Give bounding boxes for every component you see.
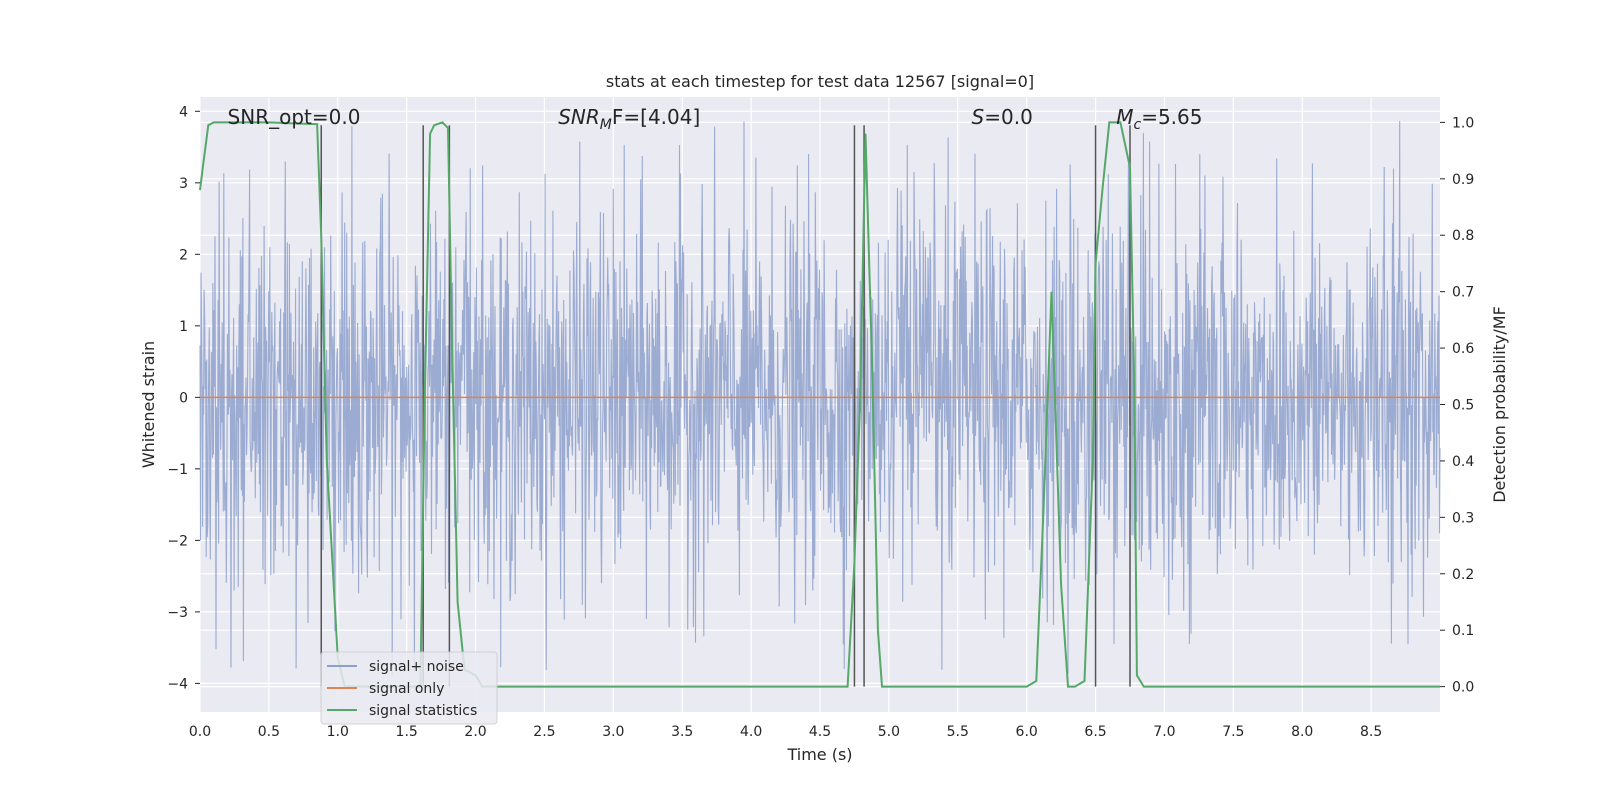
y-tick-label: −1	[167, 462, 188, 478]
x-tick-label: 5.0	[878, 724, 900, 740]
legend-box	[320, 651, 498, 725]
series-signal-noise	[199, 121, 1441, 677]
y2-tick-label: 0.9	[1452, 172, 1474, 188]
x-tick-label: 5.5	[947, 724, 969, 740]
x-tick-label: 0.5	[258, 724, 280, 740]
x-tick-label: 0.0	[189, 724, 211, 740]
chart-title: stats at each timestep for test data 125…	[606, 72, 1034, 91]
x-tick-label: 3.5	[671, 724, 693, 740]
legend-items: signal+ noise signal only signal statistic…	[327, 659, 477, 719]
x-tick-label: 4.0	[740, 724, 762, 740]
x-tick-label: 2.0	[464, 724, 486, 740]
y-tick-label: 2	[179, 247, 188, 263]
legend-label: signal+ noise	[369, 659, 464, 675]
x-tick-label: 1.0	[327, 724, 349, 740]
y-tick-label: 3	[179, 176, 188, 192]
y2-tick-label: 0.7	[1452, 285, 1474, 301]
y2-tick-label: 0.2	[1452, 567, 1474, 583]
series-signal-statistics	[199, 121, 1440, 688]
y-tick-labels: 4 3 2 1 0 −1 −2 −3 −4	[167, 104, 200, 692]
x-tick-label: 7.0	[1153, 724, 1175, 740]
x-tick-label: 8.0	[1291, 724, 1313, 740]
y-tick-label: 0	[179, 390, 188, 406]
x-axis-label: Time (s)	[786, 745, 852, 764]
y2-tick-label: 0.8	[1452, 228, 1474, 244]
x-tick-label: 2.5	[533, 724, 555, 740]
y-tick-label: 4	[179, 104, 188, 120]
y-tick-label: −3	[167, 605, 188, 621]
annotation-s-value: S=0.0	[972, 105, 1033, 129]
x-tick-label: 8.5	[1360, 724, 1382, 740]
signal-noise-line	[199, 121, 1441, 677]
y2-tick-label: 0.1	[1452, 623, 1474, 639]
y2-tick-label: 0.0	[1452, 680, 1474, 696]
x-tick-label: 6.0	[1016, 724, 1038, 740]
y2-tick-label: 0.5	[1452, 398, 1474, 414]
annotations: SNR_opt=0.0 SNRMF=[4.04] S=0.0 Mc=5.65	[228, 105, 1203, 133]
signal-statistics-line	[199, 121, 1440, 688]
legend-label: signal only	[369, 681, 444, 697]
y-tick-label: 1	[179, 319, 188, 335]
x-tick-label: 6.5	[1084, 724, 1106, 740]
y2-tick-label: 1.0	[1452, 115, 1474, 131]
y2-axis-label: Detection probability/MF	[1490, 306, 1509, 503]
annotation-mc-value: Mc=5.65	[1116, 105, 1202, 133]
annotation-snr-opt: SNR_opt=0.0	[228, 105, 361, 129]
annotation-snr-mf: SNRMF=[4.04]	[558, 105, 700, 133]
y-tick-label: −4	[167, 676, 188, 692]
y-tick-label: −2	[167, 533, 188, 549]
x-tick-label: 4.5	[809, 724, 831, 740]
y2-tick-label: 0.4	[1452, 454, 1474, 470]
y2-tick-labels: 1.0 0.9 0.8 0.7 0.6 0.5 0.4 0.3 0.2 0.1 0.0	[1440, 115, 1474, 696]
x-tick-label: 7.5	[1222, 724, 1244, 740]
legend-label: signal statistics	[369, 703, 477, 719]
x-tick-label: 3.0	[602, 724, 624, 740]
x-tick-label: 1.5	[396, 724, 418, 740]
legend: signal+ noise signal only signal statistic…	[320, 651, 498, 725]
y2-tick-label: 0.6	[1452, 341, 1474, 357]
y2-tick-label: 0.3	[1452, 510, 1474, 526]
y-axis-label: Whitened strain	[139, 341, 158, 468]
x-tick-labels: 0.0 0.5 1.0 1.5 2.0 2.5 3.0 3.5 4.0 4.5 5.0 5.5 6.0 6…	[189, 724, 1382, 740]
